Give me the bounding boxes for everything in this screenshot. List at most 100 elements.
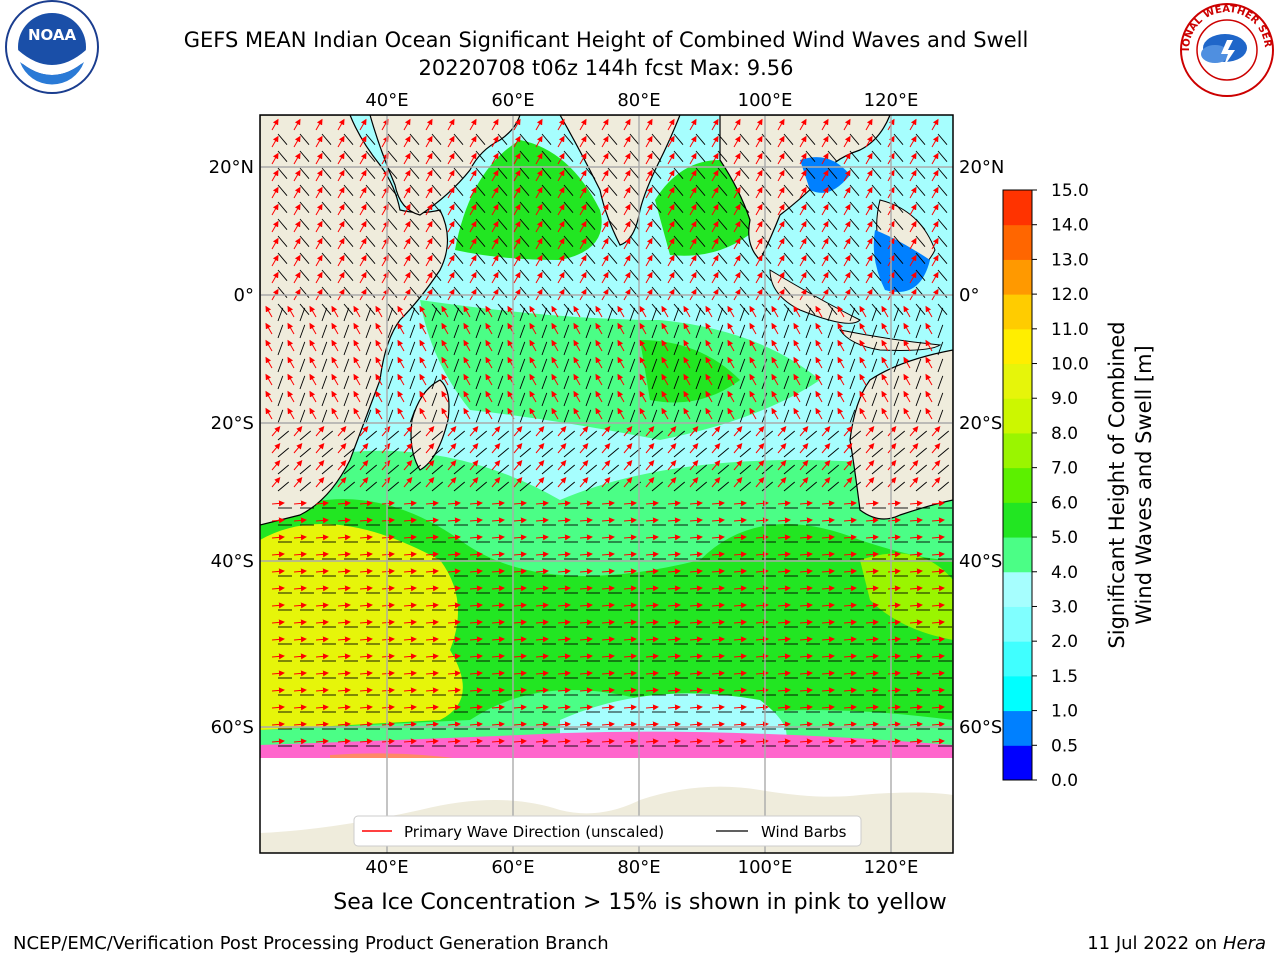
wind-barb	[717, 133, 728, 146]
wind-barb	[409, 464, 422, 475]
lon-tick-bottom: 40°E	[365, 857, 408, 878]
wave-arrow	[293, 203, 301, 216]
wave-arrow	[293, 152, 301, 165]
wind-barb	[431, 341, 438, 356]
wave-arrow	[667, 118, 675, 131]
wave-arrow	[469, 237, 477, 250]
wind-barb	[937, 133, 948, 146]
wave-arrow	[513, 152, 521, 165]
wave-arrow	[771, 322, 779, 335]
wind-barb	[321, 252, 332, 265]
wind-barb	[277, 358, 284, 373]
wave-arrow	[667, 220, 675, 233]
wave-arrow	[749, 322, 757, 335]
colorbar-segment	[1003, 537, 1032, 573]
wind-barb	[673, 184, 684, 197]
wave-arrow	[469, 152, 477, 165]
wind-barb	[937, 184, 948, 197]
wind-barb	[717, 481, 730, 492]
wind-barb	[321, 150, 332, 163]
wind-barb	[519, 430, 532, 441]
wind-barb	[651, 324, 658, 339]
wind-barb	[739, 167, 750, 180]
wind-barb	[519, 307, 526, 322]
wind-barb	[387, 286, 398, 299]
wave-arrow	[821, 186, 829, 199]
wind-barb	[277, 167, 288, 180]
wind-barb	[673, 358, 680, 373]
wind-barb	[387, 235, 398, 248]
wind-barb	[871, 430, 884, 441]
wind-barb	[651, 150, 662, 163]
colorbar-tick-label: 10.0	[1051, 355, 1089, 375]
wind-barb	[475, 307, 482, 322]
wave-arrow	[359, 254, 367, 267]
wind-barb	[277, 184, 288, 197]
wind-barb	[519, 375, 526, 390]
wind-barb	[761, 235, 772, 248]
wave-arrow	[909, 254, 917, 267]
wind-barb	[365, 235, 376, 248]
wave-arrow	[265, 305, 273, 318]
wind-barb	[915, 324, 922, 339]
wave-arrow	[513, 237, 521, 250]
wind-barb	[937, 252, 948, 265]
wind-barb	[937, 269, 948, 282]
wind-barb	[827, 341, 834, 356]
wave-arrow	[821, 135, 829, 148]
noaa-logo-text: NOAA	[28, 26, 77, 44]
wind-barb	[849, 150, 860, 163]
wind-barb	[607, 447, 620, 458]
wind-barb	[343, 235, 354, 248]
wind-barb	[453, 201, 464, 214]
lat-tick-left: 60°S	[211, 717, 254, 738]
wave-arrow	[491, 169, 499, 182]
wind-barb	[387, 464, 400, 475]
wind-barb	[453, 430, 466, 441]
wind-barb	[651, 252, 662, 265]
wind-barb	[849, 481, 862, 492]
wind-barb	[343, 481, 356, 492]
wind-barb	[717, 464, 730, 475]
wind-barb	[651, 184, 662, 197]
wind-barb	[717, 252, 728, 265]
sea-ice-note: Sea Ice Concentration > 15% is shown in …	[333, 890, 947, 915]
wind-barb	[563, 375, 570, 390]
colorbar-segment	[1003, 502, 1032, 538]
wave-arrow	[265, 356, 273, 369]
wave-arrow	[353, 356, 361, 369]
wind-barb	[343, 324, 350, 339]
wind-barb	[299, 218, 310, 231]
colorbar-segment	[1003, 432, 1032, 469]
wind-barb	[497, 447, 510, 458]
wind-barb	[365, 392, 372, 407]
wave-arrow	[557, 169, 565, 182]
wind-barb	[519, 269, 530, 282]
wave-arrow	[777, 186, 785, 199]
wind-barb	[893, 358, 900, 373]
wave-arrow	[441, 356, 449, 369]
wave-arrow	[617, 322, 625, 335]
wave-arrow	[837, 339, 845, 352]
wind-barb	[277, 430, 290, 441]
wind-barb	[343, 464, 356, 475]
wind-barb	[475, 201, 486, 214]
wind-barb	[915, 430, 928, 441]
wave-arrow	[337, 152, 345, 165]
wind-barb	[673, 324, 680, 339]
wind-barb	[695, 286, 706, 299]
wave-arrow	[403, 186, 411, 199]
wind-barb	[299, 409, 306, 424]
wind-barb	[431, 481, 444, 492]
wave-arrow	[601, 271, 609, 284]
credit-text: NCEP/EMC/Verification Post Processing Pr…	[13, 933, 609, 954]
wave-arrow	[645, 237, 653, 250]
wind-barb	[475, 269, 486, 282]
wave-arrow	[579, 152, 587, 165]
wind-barb	[717, 235, 728, 248]
wind-barb	[673, 269, 684, 282]
wave-arrow	[815, 305, 823, 318]
wind-barb	[277, 481, 290, 492]
wind-barb	[453, 235, 464, 248]
wind-barb	[805, 409, 812, 424]
